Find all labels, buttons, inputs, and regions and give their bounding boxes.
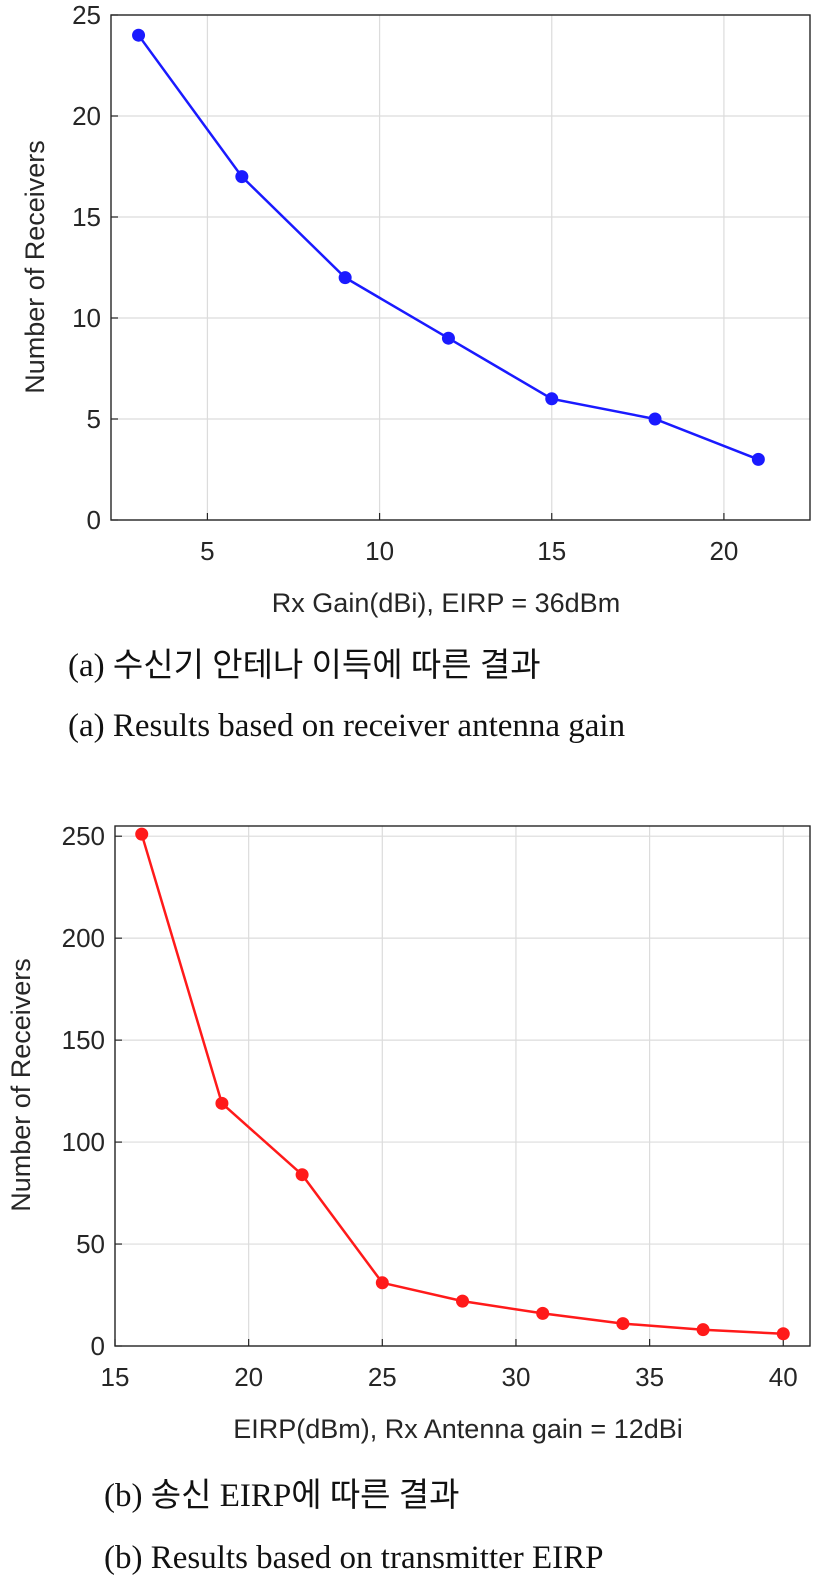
chart-a-xtick-label: 15 — [537, 536, 566, 566]
chart-a-ytick-label: 20 — [72, 101, 101, 131]
chart-a-grid — [111, 14, 810, 521]
chart-a-data-point — [338, 271, 352, 285]
chart-b: 0 50 100 150 200 250 15 20 25 30 35 40 Number of R… — [6, 821, 811, 1576]
chart-b-grid — [114, 826, 810, 1347]
chart-b-ytick-label: 50 — [76, 1229, 105, 1259]
chart-a-series-line — [137, 34, 759, 461]
chart-b-ytick-label: 100 — [62, 1127, 105, 1157]
chart-b-xtick-label: 15 — [101, 1362, 130, 1392]
chart-a-xtick-label: 10 — [365, 536, 394, 566]
chart-b-data-point — [295, 1168, 309, 1182]
chart-b-ylabel: Number of Receivers — [6, 958, 36, 1212]
chart-b-xtick-label: 30 — [502, 1362, 531, 1392]
chart-b-data-point — [375, 1276, 389, 1290]
chart-a-ytick-label: 0 — [87, 505, 101, 535]
chart-b-y-ticks: 0 50 100 150 200 250 — [62, 821, 122, 1361]
chart-b-xtick-label: 35 — [635, 1362, 664, 1392]
chart-b-ytick-label: 0 — [91, 1331, 105, 1361]
chart-b-data-point — [215, 1096, 229, 1110]
chart-b-data-point — [536, 1306, 550, 1320]
chart-a-data-point — [545, 392, 559, 406]
chart-a-data-point — [751, 452, 765, 466]
chart-b-xtick-label: 40 — [769, 1362, 798, 1392]
chart-a-xlabel: Rx Gain(dBi), EIRP = 36dBm — [272, 588, 620, 618]
chart-a-ytick-label: 25 — [72, 0, 101, 30]
chart-a-y-ticks: 0 5 10 15 20 25 — [72, 0, 118, 535]
chart-a-data-point — [648, 412, 662, 426]
chart-a-x-ticks: 5 10 15 20 — [200, 513, 738, 566]
chart-a-caption-english: (a) Results based on receiver antenna ga… — [68, 708, 625, 744]
chart-a-ytick-label: 5 — [87, 404, 101, 434]
chart-a-data-point — [132, 28, 146, 42]
chart-a-ytick-label: 15 — [72, 202, 101, 232]
chart-b-data-point — [456, 1294, 469, 1308]
chart-a-plot-frame — [110, 14, 811, 521]
chart-a: 0 5 10 15 20 25 5 10 15 20 Number of Receivers R… — [20, 0, 811, 744]
chart-b-data-point — [776, 1327, 790, 1341]
chart-a-caption-korean: (a) 수신기 안테나 이득에 따른 결과 — [68, 648, 541, 684]
chart-b-data-point — [696, 1323, 710, 1337]
chart-a-xtick-label: 5 — [200, 536, 214, 566]
chart-b-xlabel: EIRP(dBm), Rx Antenna gain = 12dBi — [233, 1414, 683, 1444]
chart-b-data-point — [616, 1317, 630, 1331]
chart-b-caption-korean: (b) 송신 EIRP에 따른 결과 — [104, 1478, 460, 1514]
chart-b-ytick-label: 150 — [62, 1025, 105, 1055]
chart-a-data-point — [441, 331, 455, 345]
chart-b-x-ticks: 15 20 25 30 35 40 — [101, 1339, 798, 1392]
chart-b-series-line — [140, 833, 784, 1336]
chart-b-caption-english: (b) Results based on transmitter EIRP — [104, 1540, 604, 1576]
chart-b-ytick-label: 250 — [62, 821, 105, 851]
chart-a-data-point — [235, 170, 249, 184]
chart-a-ylabel: Number of Receivers — [20, 140, 50, 394]
chart-b-data-point — [135, 827, 149, 841]
chart-b-markers — [135, 827, 790, 1341]
chart-b-ytick-label: 200 — [62, 923, 105, 953]
chart-b-plot-frame — [114, 825, 811, 1347]
chart-b-xtick-label: 20 — [234, 1362, 263, 1392]
chart-a-ytick-label: 10 — [72, 303, 101, 333]
chart-b-xtick-label: 25 — [368, 1362, 397, 1392]
chart-a-xtick-label: 20 — [709, 536, 738, 566]
chart-a-markers — [132, 28, 765, 466]
